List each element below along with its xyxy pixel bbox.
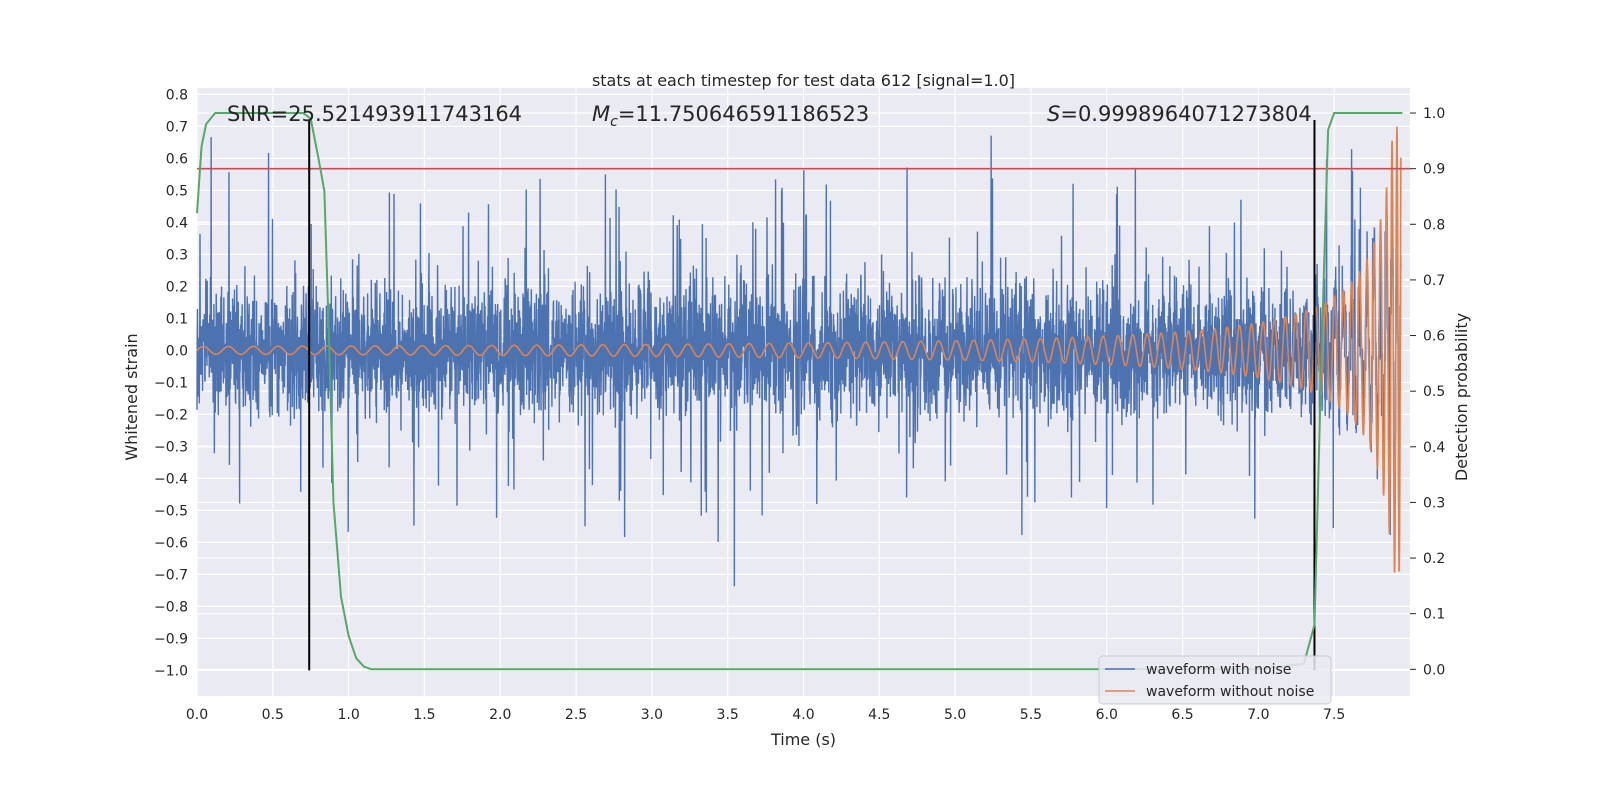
y-left-tick-label: 0.3 [166,247,188,263]
marker-lines [308,120,1316,671]
legend: waveform with noise waveform without noi… [1098,655,1332,705]
x-tick-label: 4.0 [792,707,814,723]
y-right-tick-label: 0.2 [1423,551,1445,567]
x-tick-label: 6.5 [1171,707,1193,723]
y-right-tick-label: 0.7 [1423,273,1445,289]
chart-title: stats at each timestep for test data 612… [592,71,1015,90]
y-left-tick-label: −0.6 [154,535,188,551]
y-right-tick-label: 0.0 [1423,662,1445,678]
y-left-tick-label: 0.8 [166,87,188,103]
x-tick-label: 5.0 [944,707,966,723]
x-tick-label: 4.5 [868,707,890,723]
annotation-chirp-mass-symbol: M [592,102,610,126]
y-right-tick-label: 0.9 [1423,162,1445,178]
data-layer [196,112,1410,671]
legend-entry-waveform-with-noise: waveform with noise [1146,662,1291,678]
y-right-tick-label: 0.5 [1423,384,1445,400]
y-left-tick-label: 0.0 [166,343,188,359]
annotation-chirp-mass: Mc=11.750646591186523 [592,102,869,130]
y-right-tick-label: 0.1 [1423,607,1445,623]
y-right-tick-label: 0.4 [1423,440,1445,456]
x-tick-label: 1.5 [413,707,435,723]
y-left-tick-label: −0.4 [154,471,188,487]
x-tick-label: 2.5 [565,707,587,723]
annotation-chirp-mass-subscript: c [610,114,618,130]
y-right-tick-label: 1.0 [1423,106,1445,122]
x-tick-label: 0.0 [186,707,208,723]
x-tick-label: 3.5 [717,707,739,723]
x-axis-label: Time (s) [770,730,836,749]
annotation-s: S=0.9998964071273804 [1047,102,1312,126]
y-left-tick-label: 0.4 [166,215,188,231]
y-right-tick-label: 0.6 [1423,329,1445,345]
y-axis-left-label: Whitened strain [122,333,141,460]
y-left-tick-label: −0.8 [154,599,188,615]
y-left-tick-label: 0.5 [166,183,188,199]
y-right-tick-label: 0.8 [1423,217,1445,233]
tick-labels: 0.0 0.5 1.0 1.5 2.0 2.5 3.0 3.5 4.0 4.5 5.0 5.5 6.0 6… [154,87,1445,723]
x-tick-label: 3.0 [641,707,663,723]
series-waveform-without-noise [196,126,1402,573]
x-tick-label: 1.0 [337,707,359,723]
series-waveform-with-noise [196,135,1402,587]
x-tick-label: 6.0 [1096,707,1118,723]
legend-box [1098,655,1332,705]
y-left-tick-label: 0.6 [166,151,188,167]
x-tick-label: 7.5 [1323,707,1345,723]
x-tick-label: 2.0 [489,707,511,723]
y-left-tick-label: 0.1 [166,311,188,327]
y-right-tick-label: 0.3 [1423,495,1445,511]
y-left-tick-label: −0.5 [154,503,188,519]
y-left-tick-label: 0.2 [166,279,188,295]
annotation-chirp-mass-value: =11.750646591186523 [618,102,869,126]
x-tick-label: 7.0 [1247,707,1269,723]
x-tick-label: 0.5 [262,707,284,723]
y-axis-right-label: Detection probability [1452,313,1471,481]
series-detection-probability [196,112,1403,671]
y-left-tick-label: −0.2 [154,407,188,423]
y-left-tick-label: −0.3 [154,439,188,455]
y-left-tick-label: 0.7 [166,119,188,135]
x-tick-label: 5.5 [1020,707,1042,723]
y-left-tick-label: −1.0 [154,663,188,679]
y-left-tick-label: −0.7 [154,567,188,583]
legend-entry-waveform-without-noise: waveform without noise [1146,684,1314,700]
annotation-snr: SNR=25.521493911743164 [227,102,522,126]
y-left-tick-label: −0.1 [154,375,188,391]
y-left-tick-label: −0.9 [154,631,188,647]
annotation-s-value: =0.9998964071273804 [1060,102,1311,126]
annotation-s-symbol: S [1047,102,1060,126]
